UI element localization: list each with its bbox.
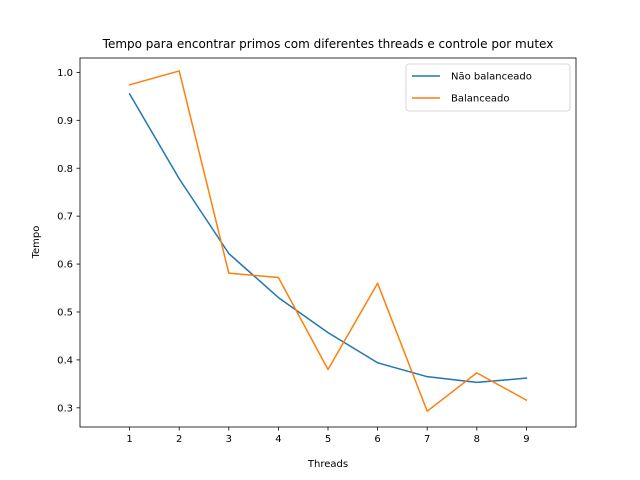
x-tick-label: 2 — [176, 434, 182, 445]
legend-label-1: Não balanceado — [451, 72, 532, 83]
y-tick-label: 0.3 — [57, 403, 73, 414]
x-tick-label: 6 — [374, 434, 380, 445]
y-tick-label: 0.9 — [57, 116, 73, 127]
x-tick-label: 1 — [126, 434, 132, 445]
series-line-1 — [128, 92, 528, 384]
x-tick-label: 8 — [474, 434, 480, 445]
x-tick-label: 7 — [424, 434, 430, 445]
plot-area — [128, 70, 528, 412]
x-tick-label: 3 — [226, 434, 232, 445]
legend-box — [405, 63, 571, 112]
y-tick-label: 0.7 — [57, 212, 73, 223]
x-axis-label: Threads — [307, 459, 348, 470]
y-axis-label: Tempo — [31, 226, 42, 260]
y-tick-label: 1.0 — [57, 68, 73, 79]
y-tick-label: 0.8 — [57, 164, 73, 175]
y-tick-label: 0.6 — [57, 260, 73, 271]
legend-label-2: Balanceado — [451, 94, 509, 105]
legend: Não balanceado Balanceado — [405, 63, 571, 112]
x-tick-label: 4 — [275, 434, 281, 445]
chart-title: Tempo para encontrar primos com diferent… — [102, 37, 554, 51]
series-line-2 — [128, 70, 528, 412]
x-tick-label: 9 — [523, 434, 529, 445]
x-tick-label: 5 — [325, 434, 331, 445]
y-tick-label: 0.4 — [57, 356, 73, 367]
axes: 1 2 3 4 5 6 7 8 9 0.3 0.4 0.5 0.6 0.7 0.8 0.9 1.0 — [57, 57, 577, 445]
y-tick-label: 0.5 — [57, 308, 73, 319]
